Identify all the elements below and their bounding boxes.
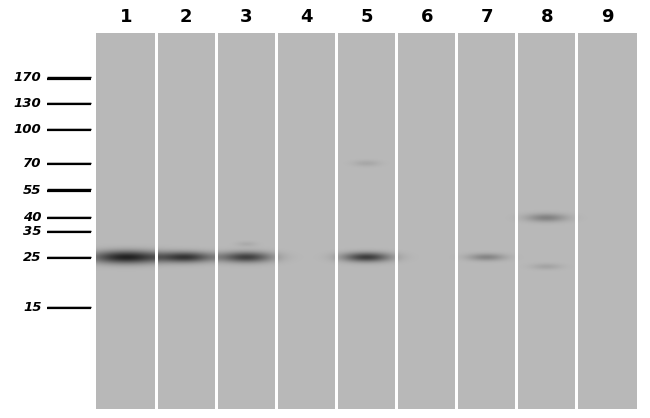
Text: 130: 130 (14, 97, 42, 110)
Text: 5: 5 (360, 8, 373, 26)
Text: 25: 25 (23, 251, 42, 264)
Text: 40: 40 (23, 211, 42, 224)
Text: 4: 4 (300, 8, 313, 26)
Text: 1: 1 (120, 8, 133, 26)
Text: 6: 6 (421, 8, 433, 26)
Text: 9: 9 (601, 8, 613, 26)
Text: 3: 3 (240, 8, 253, 26)
Text: 170: 170 (14, 71, 42, 84)
Text: 7: 7 (480, 8, 493, 26)
Text: 70: 70 (23, 157, 42, 170)
Text: 8: 8 (541, 8, 553, 26)
Text: 55: 55 (23, 184, 42, 196)
Text: 35: 35 (23, 225, 42, 238)
Text: 15: 15 (23, 301, 42, 314)
Text: 100: 100 (14, 123, 42, 136)
Text: 2: 2 (180, 8, 192, 26)
